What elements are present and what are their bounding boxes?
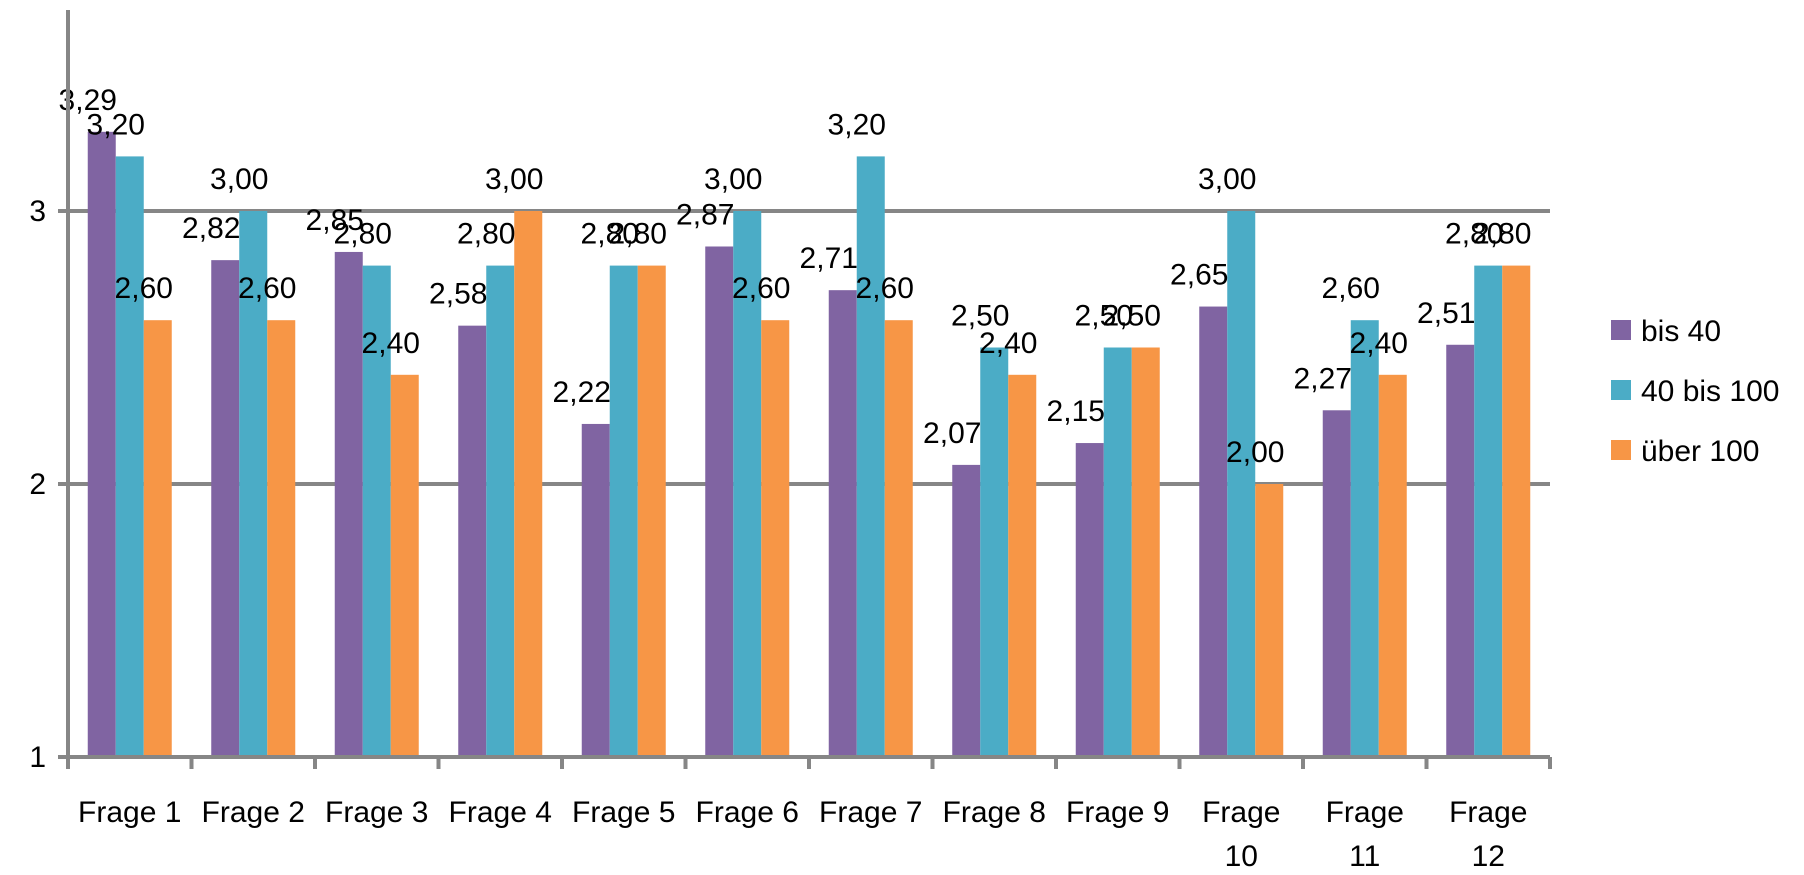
bar (335, 252, 363, 757)
bar (1323, 410, 1351, 757)
bar (1132, 348, 1160, 758)
data-label: 2,60 (238, 272, 296, 305)
data-label: 2,27 (1294, 362, 1352, 395)
bar (1199, 307, 1227, 757)
data-label: 2,50 (1103, 300, 1161, 333)
category-label: Frage 10 (1202, 796, 1280, 870)
legend-label: 40 bis 100 (1641, 375, 1779, 408)
category-label: Frage 1 (78, 796, 181, 829)
legend-swatch (1611, 440, 1631, 460)
data-label: 3,00 (704, 163, 762, 196)
bar (391, 375, 419, 757)
data-label: 2,87 (676, 198, 734, 231)
data-label: 3,00 (1198, 163, 1256, 196)
bar (1446, 345, 1474, 757)
bar (1351, 320, 1379, 757)
data-label: 2,15 (1047, 395, 1105, 428)
bar (610, 266, 638, 757)
bar (1227, 211, 1255, 757)
data-label: 2,22 (553, 376, 611, 409)
y-tick-label: 2 (29, 468, 46, 501)
data-label: 3,20 (828, 108, 886, 141)
bar (458, 326, 486, 757)
data-label: 2,40 (979, 327, 1037, 360)
bar (829, 290, 857, 757)
category-label: Frage 6 (696, 796, 799, 829)
data-label: 2,80 (457, 218, 515, 251)
bar (1255, 484, 1283, 757)
category-label: Frage 8 (943, 796, 1046, 829)
bar (1008, 375, 1036, 757)
data-label: 2,60 (856, 272, 914, 305)
bar (638, 266, 666, 757)
data-label: 3,00 (210, 163, 268, 196)
bar (1379, 375, 1407, 757)
legend-label: bis 40 (1641, 315, 1721, 348)
category-label: Frage 5 (572, 796, 675, 829)
legend-label: über 100 (1641, 435, 1759, 468)
y-tick-label: 1 (29, 741, 46, 774)
data-label: 2,58 (429, 278, 487, 311)
data-label: 2,80 (334, 218, 392, 251)
bar (1104, 348, 1132, 758)
bar (486, 266, 514, 757)
category-label: Frage 9 (1066, 796, 1169, 829)
bar (1474, 266, 1502, 757)
data-label: 2,71 (800, 242, 858, 275)
data-label: 2,60 (1322, 272, 1380, 305)
data-label: 3,20 (87, 108, 145, 141)
data-label: 2,07 (923, 417, 981, 450)
data-label: 2,60 (732, 272, 790, 305)
y-tick-label: 3 (29, 195, 46, 228)
data-label: 2,80 (609, 218, 667, 251)
bar (211, 260, 239, 757)
category-label: Frage 4 (449, 796, 552, 829)
bar (88, 132, 116, 757)
bar (885, 320, 913, 757)
data-label: 2,80 (1473, 218, 1531, 251)
category-label: Frage 12 (1449, 796, 1527, 870)
data-label: 2,82 (182, 212, 240, 245)
bar (1502, 266, 1530, 757)
bar (705, 246, 733, 757)
data-label: 2,60 (115, 272, 173, 305)
category-label: Frage 7 (819, 796, 922, 829)
bar (514, 211, 542, 757)
category-label: Frage 11 (1326, 796, 1404, 870)
bar (267, 320, 295, 757)
legend-swatch (1611, 320, 1631, 340)
category-label: Frage 3 (325, 796, 428, 829)
data-label: 2,40 (362, 327, 420, 360)
bar (980, 348, 1008, 758)
data-label: 2,51 (1417, 297, 1475, 330)
legend-swatch (1611, 380, 1631, 400)
bar (1076, 443, 1104, 757)
bar (761, 320, 789, 757)
bar (582, 424, 610, 757)
data-label: 2,65 (1170, 259, 1228, 292)
data-label: 3,00 (485, 163, 543, 196)
data-label: 2,40 (1350, 327, 1408, 360)
category-label: Frage 2 (202, 796, 305, 829)
bar (857, 156, 885, 757)
bar (952, 465, 980, 757)
bar (144, 320, 172, 757)
data-label: 2,00 (1226, 436, 1284, 469)
bar (116, 156, 144, 757)
